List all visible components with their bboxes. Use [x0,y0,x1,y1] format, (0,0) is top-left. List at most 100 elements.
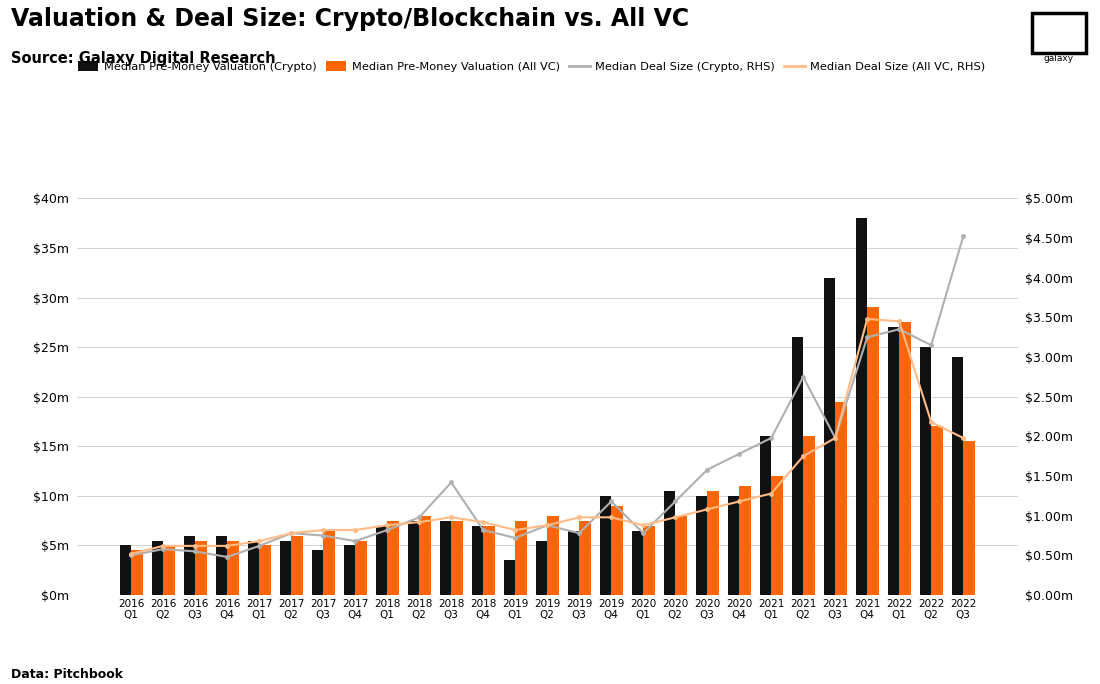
Bar [707,491,718,595]
Bar [932,427,943,595]
Bar [451,521,463,595]
Median Deal Size (All VC, RHS) [764,490,778,498]
Bar [612,506,623,595]
Bar [1042,22,1076,45]
Median Deal Size (All VC, RHS) [253,537,266,545]
Line: Median Deal Size (Crypto, RHS): Median Deal Size (Crypto, RHS) [130,235,965,559]
Bar [739,486,751,595]
Bar [600,496,612,595]
Median Deal Size (Crypto, RHS) [124,551,138,560]
Median Deal Size (Crypto, RHS) [860,333,873,341]
Line: Median Deal Size (All VC, RHS): Median Deal Size (All VC, RHS) [130,317,965,555]
Median Deal Size (All VC, RHS) [124,550,138,558]
Median Deal Size (All VC, RHS) [349,526,362,534]
Median Deal Size (Crypto, RHS) [637,529,650,538]
Median Deal Size (Crypto, RHS) [444,478,458,486]
Median Deal Size (Crypto, RHS) [412,513,426,521]
Median Deal Size (All VC, RHS) [381,521,394,529]
Median Deal Size (All VC, RHS) [669,513,682,521]
Median Deal Size (Crypto, RHS) [317,531,330,540]
Median Deal Size (All VC, RHS) [796,452,810,460]
Bar [323,531,334,595]
Median Deal Size (All VC, RHS) [476,518,490,526]
Median Deal Size (All VC, RHS) [573,513,586,521]
Bar [631,531,644,595]
Median Deal Size (All VC, RHS) [444,513,458,521]
Median Deal Size (Crypto, RHS) [892,325,905,333]
Bar [548,516,559,595]
Median Deal Size (Crypto, RHS) [189,547,202,555]
Bar [867,308,879,595]
Text: Data: Pitchbook: Data: Pitchbook [11,668,123,681]
Bar [952,357,964,595]
Median Deal Size (All VC, RHS) [701,505,714,514]
Median Deal Size (All VC, RHS) [285,529,298,538]
Median Deal Size (Crypto, RHS) [669,497,682,505]
Bar [663,491,675,595]
Text: Valuation & Deal Size: Crypto/Blockchain vs. All VC: Valuation & Deal Size: Crypto/Blockchain… [11,7,689,31]
Bar [1032,13,1086,53]
Median Deal Size (Crypto, RHS) [381,526,394,534]
Median Deal Size (Crypto, RHS) [573,529,586,538]
Bar [835,402,847,595]
Median Deal Size (Crypto, RHS) [476,526,490,534]
Median Deal Size (All VC, RHS) [317,526,330,534]
Bar [675,516,686,595]
Bar [483,525,495,595]
Median Deal Size (All VC, RHS) [156,542,169,550]
Median Deal Size (All VC, RHS) [828,434,842,442]
Text: galaxy: galaxy [1044,55,1074,64]
Bar [728,496,739,595]
Bar [580,521,591,595]
Bar [888,328,899,595]
Median Deal Size (Crypto, RHS) [733,450,746,458]
Bar [695,496,707,595]
Median Deal Size (All VC, RHS) [541,521,553,529]
Bar [279,540,292,595]
Bar [343,546,355,595]
Bar [376,525,387,595]
Bar [824,278,835,595]
Bar [163,546,175,595]
Bar [184,536,196,595]
Bar [792,337,803,595]
Bar [408,521,419,595]
Bar [355,540,366,595]
Bar [120,546,131,595]
Bar [419,516,431,595]
Median Deal Size (Crypto, RHS) [253,542,266,550]
Median Deal Size (Crypto, RHS) [285,529,298,538]
Bar [856,218,867,595]
Median Deal Size (All VC, RHS) [637,521,650,529]
Median Deal Size (All VC, RHS) [605,513,618,521]
Bar [292,536,302,595]
Bar [760,436,771,595]
Legend: Median Pre-Money Valuation (Crypto), Median Pre-Money Valuation (All VC), Median: Median Pre-Money Valuation (Crypto), Med… [78,62,986,72]
Bar [515,521,527,595]
Median Deal Size (All VC, RHS) [957,434,970,442]
Bar [228,540,239,595]
Median Deal Size (Crypto, RHS) [764,434,778,442]
Bar [568,531,580,595]
Bar [440,521,451,595]
Median Deal Size (All VC, RHS) [733,497,746,505]
Bar [536,540,548,595]
Median Deal Size (All VC, RHS) [892,317,905,326]
Median Deal Size (Crypto, RHS) [796,373,810,381]
Bar [920,347,932,595]
Bar [803,436,815,595]
Median Deal Size (All VC, RHS) [412,518,426,526]
Bar [387,521,399,595]
Bar [248,540,260,595]
Median Deal Size (Crypto, RHS) [221,553,234,561]
Median Deal Size (All VC, RHS) [508,526,521,534]
Median Deal Size (Crypto, RHS) [925,341,938,350]
Median Deal Size (Crypto, RHS) [605,497,618,505]
Bar [771,476,783,595]
Median Deal Size (All VC, RHS) [925,418,938,426]
Bar [131,551,143,595]
Median Deal Size (Crypto, RHS) [701,466,714,474]
Bar [504,560,515,595]
Bar [311,551,323,595]
Bar [899,322,911,595]
